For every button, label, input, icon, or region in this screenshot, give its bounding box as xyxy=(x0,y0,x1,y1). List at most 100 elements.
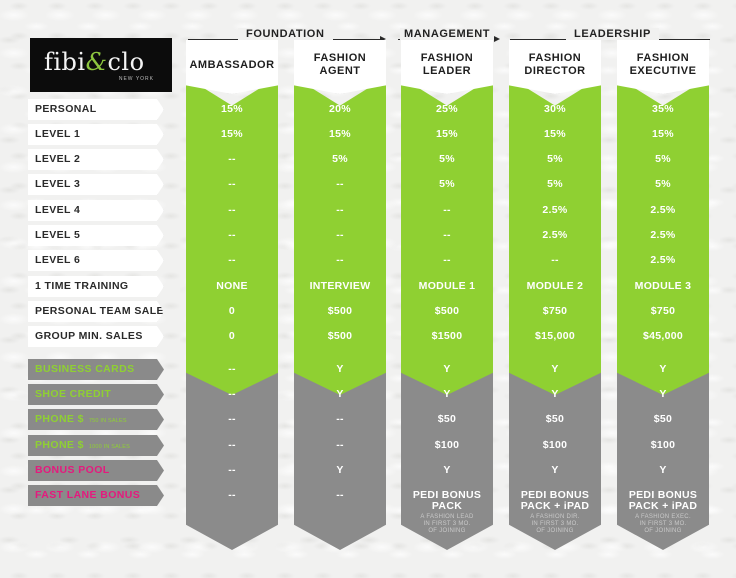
value-text: 0 xyxy=(228,305,236,317)
row-label-text: PERSONAL xyxy=(35,103,97,115)
value-text: 15% xyxy=(544,128,566,140)
value-cell: 0 xyxy=(186,301,278,322)
value-text: -- xyxy=(228,363,236,375)
value-cell: MODULE 1 xyxy=(401,276,493,297)
value-text: 30% xyxy=(544,103,566,115)
value-cell: 35% xyxy=(617,99,709,120)
value-cell: 15% xyxy=(186,124,278,145)
value-cell: 2.5% xyxy=(617,200,709,221)
rank-header: FASHION EXECUTIVE xyxy=(617,40,709,94)
value-text: $500 xyxy=(434,305,460,317)
row-label-text: LEVEL 2 xyxy=(35,153,81,165)
value-cell: Y xyxy=(294,359,386,380)
value-cell: 2.5% xyxy=(617,225,709,246)
rank-header: FASHION AGENT xyxy=(294,40,386,94)
rank-column: FASHION DIRECTOR 30% 15% 5% 5% 2.5% 2.5% -- MODU… xyxy=(509,40,601,550)
value-cell: 5% xyxy=(617,174,709,195)
value-cell: PEDI BONUS PACK A FASHION LEAD IN FIRST 3… xyxy=(401,490,493,535)
value-text: -- xyxy=(551,254,559,266)
value-cell: 2.5% xyxy=(617,250,709,271)
value-cell: 30% xyxy=(509,99,601,120)
value-text: 35% xyxy=(652,103,674,115)
row-label-note: 750 IN SALES xyxy=(88,418,127,424)
tier-management: MANAGEMENT xyxy=(400,28,495,40)
value-text: -- xyxy=(228,388,236,400)
value-text: 5% xyxy=(439,178,455,190)
value-text: -- xyxy=(336,413,344,425)
row-label: PHONE $ 1000 IN SALES xyxy=(28,435,164,456)
value-cell: 2.5% xyxy=(509,200,601,221)
commission-band xyxy=(401,77,493,395)
value-text: -- xyxy=(336,204,344,216)
row-label: SHOE CREDIT xyxy=(28,384,164,405)
value-text: $100 xyxy=(434,439,460,451)
row-label-note: 1000 IN SALES xyxy=(88,444,131,450)
value-text: -- xyxy=(228,439,236,451)
commission-band xyxy=(294,77,386,395)
value-text: -- xyxy=(443,229,451,241)
value-cell: -- xyxy=(294,174,386,195)
value-cell: Y xyxy=(617,384,709,405)
rank-column: AMBASSADOR 15% 15% -- -- -- -- -- NONE 0 0 -- -- -- --… xyxy=(186,40,278,550)
rank-title: FASHION DIRECTOR xyxy=(524,52,586,77)
value-text: 5% xyxy=(439,153,455,165)
value-text: $100 xyxy=(650,439,676,451)
value-cell: 15% xyxy=(401,124,493,145)
value-text: $1500 xyxy=(431,330,463,342)
row-label: BUSINESS CARDS xyxy=(28,359,164,380)
value-text: 2.5% xyxy=(650,204,676,216)
row-label: LEVEL 3 xyxy=(28,174,164,195)
value-cell: 25% xyxy=(401,99,493,120)
commission-band xyxy=(617,77,709,395)
value-text: $500 xyxy=(327,330,353,342)
value-text: $15,000 xyxy=(534,330,576,342)
value-text: 5% xyxy=(655,178,671,190)
value-cell: 5% xyxy=(509,149,601,170)
value-cell: $50 xyxy=(617,409,709,430)
value-cell: -- xyxy=(186,149,278,170)
tier-leadership: LEADERSHIP xyxy=(566,28,659,40)
value-cell: -- xyxy=(294,435,386,456)
row-label-text: LEVEL 6 xyxy=(35,254,81,266)
tier-foundation: FOUNDATION xyxy=(238,28,333,40)
row-label: 1 TIME TRAINING xyxy=(28,276,164,297)
value-text: Y xyxy=(551,388,559,400)
row-label: GROUP MIN. SALES xyxy=(28,326,164,347)
value-cell: -- xyxy=(186,225,278,246)
value-cell: -- xyxy=(186,250,278,271)
row-label-text: PHONE $ xyxy=(35,413,84,425)
value-text: MODULE 3 xyxy=(634,280,692,292)
value-cell: $500 xyxy=(294,326,386,347)
value-text: Y xyxy=(551,363,559,375)
row-label-text: BUSINESS CARDS xyxy=(35,363,135,375)
commission-band xyxy=(186,77,278,395)
row-label-text: LEVEL 4 xyxy=(35,204,81,216)
value-text: -- xyxy=(443,254,451,266)
row-label: PERSONAL xyxy=(28,99,164,120)
value-text: 2.5% xyxy=(542,229,568,241)
rank-header: FASHION DIRECTOR xyxy=(509,40,601,94)
value-cell: $50 xyxy=(509,409,601,430)
value-text: 15% xyxy=(221,103,243,115)
value-cell: $100 xyxy=(617,435,709,456)
row-label-text: FAST LANE BONUS xyxy=(35,489,141,501)
row-label: PERSONAL TEAM SALES xyxy=(28,301,164,322)
value-cell: Y xyxy=(509,384,601,405)
row-label-text: LEVEL 3 xyxy=(35,178,81,190)
value-cell: 15% xyxy=(294,124,386,145)
value-text: PEDI BONUS PACK xyxy=(412,489,482,512)
value-text: 15% xyxy=(436,128,458,140)
value-text: Y xyxy=(659,363,667,375)
value-text: 2.5% xyxy=(650,254,676,266)
value-cell: -- xyxy=(186,485,278,506)
value-cell: INTERVIEW xyxy=(294,276,386,297)
rank-title: AMBASSADOR xyxy=(189,58,275,71)
value-cell: $100 xyxy=(401,435,493,456)
rank-header: AMBASSADOR xyxy=(186,40,278,94)
value-text: 15% xyxy=(221,128,243,140)
value-cell: -- xyxy=(186,409,278,430)
value-cell: $100 xyxy=(509,435,601,456)
value-text: Y xyxy=(551,464,559,476)
value-cell: 5% xyxy=(617,149,709,170)
value-text: $100 xyxy=(542,439,568,451)
